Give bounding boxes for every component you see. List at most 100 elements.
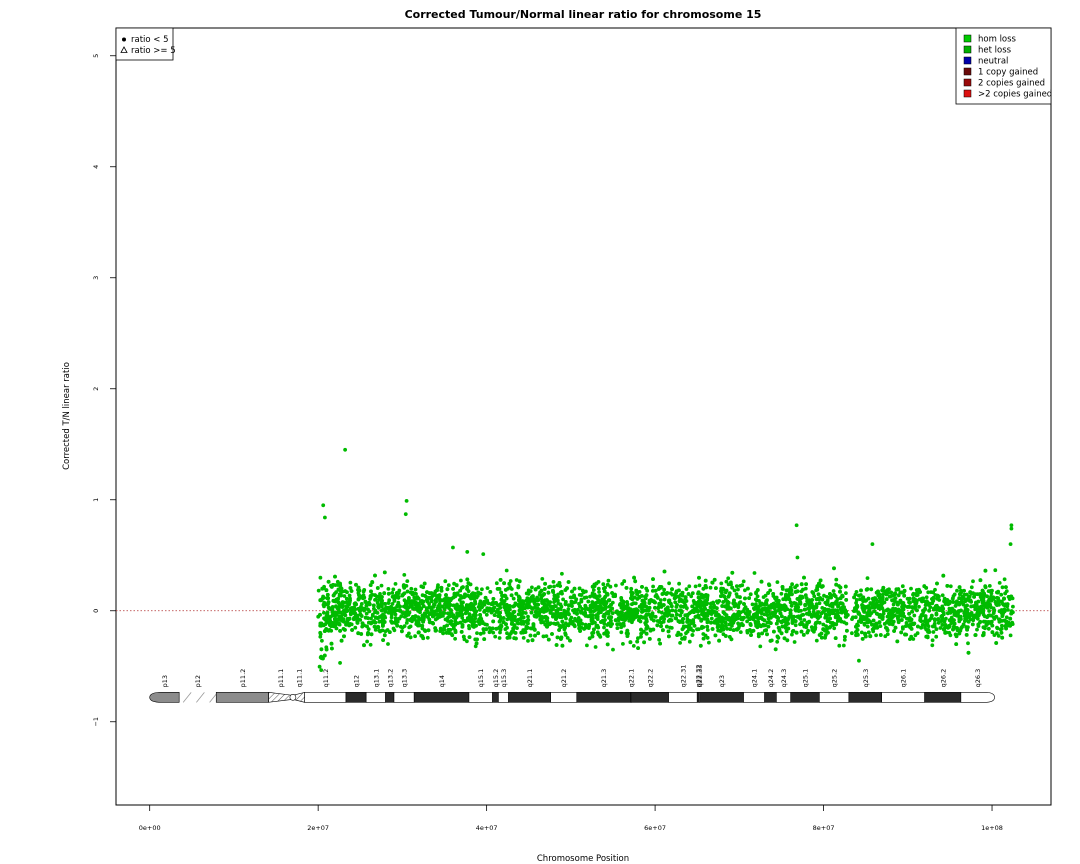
data-point xyxy=(329,583,333,588)
data-point xyxy=(834,582,839,587)
data-point xyxy=(392,597,397,602)
data-point xyxy=(647,605,652,610)
data-point xyxy=(952,621,957,626)
data-point xyxy=(894,587,899,592)
data-point xyxy=(586,599,591,604)
data-point xyxy=(405,618,410,622)
data-point xyxy=(373,593,377,597)
data-point xyxy=(334,626,339,631)
data-point xyxy=(453,636,457,641)
data-point xyxy=(860,637,865,641)
data-point xyxy=(503,594,508,599)
data-point xyxy=(814,638,819,643)
data-point xyxy=(978,592,983,597)
data-point xyxy=(994,641,999,645)
data-point xyxy=(761,623,766,628)
data-point xyxy=(793,590,798,594)
data-point xyxy=(943,623,948,627)
data-point xyxy=(775,580,780,584)
data-point xyxy=(693,584,698,589)
data-point xyxy=(866,596,871,601)
x-tick-label: 6e+07 xyxy=(644,824,666,832)
data-point xyxy=(324,647,329,652)
data-point xyxy=(538,617,543,622)
data-point xyxy=(386,642,390,646)
data-point xyxy=(703,611,708,616)
data-point xyxy=(438,626,443,631)
data-point xyxy=(502,581,506,586)
data-point xyxy=(594,615,599,620)
data-point xyxy=(478,613,482,617)
data-point xyxy=(398,624,403,629)
data-point xyxy=(338,617,342,622)
data-point xyxy=(736,616,740,621)
data-point xyxy=(918,618,923,623)
data-point xyxy=(784,629,789,634)
data-point xyxy=(491,630,496,635)
data-point xyxy=(662,597,667,602)
data-point xyxy=(634,589,639,594)
data-point xyxy=(683,613,688,618)
data-point xyxy=(560,591,564,596)
data-point xyxy=(425,635,430,640)
data-point xyxy=(360,621,365,626)
data-point xyxy=(716,628,721,633)
data-point xyxy=(742,607,747,611)
data-point xyxy=(339,638,344,643)
data-point xyxy=(642,640,646,645)
data-point xyxy=(516,612,521,617)
data-point xyxy=(552,613,556,618)
data-point xyxy=(386,591,391,596)
data-point xyxy=(479,605,484,610)
data-point xyxy=(704,593,708,597)
data-point xyxy=(706,608,711,613)
data-points xyxy=(316,447,1015,672)
data-point xyxy=(803,593,808,597)
data-point xyxy=(655,596,660,600)
data-point xyxy=(674,605,679,609)
data-point xyxy=(510,613,514,618)
data-point xyxy=(710,627,715,631)
data-point xyxy=(330,646,334,651)
data-point xyxy=(892,629,896,633)
data-point xyxy=(910,605,914,610)
data-point xyxy=(700,624,704,629)
data-point xyxy=(909,586,913,591)
data-point xyxy=(474,641,479,646)
data-point xyxy=(454,583,459,588)
data-point xyxy=(325,615,330,619)
data-point xyxy=(677,581,681,586)
data-point xyxy=(508,579,513,583)
data-point xyxy=(896,593,901,598)
data-point xyxy=(758,644,763,649)
data-point xyxy=(719,590,724,595)
data-point xyxy=(934,612,939,617)
data-point xyxy=(734,584,739,588)
data-point xyxy=(445,623,449,628)
data-point xyxy=(512,623,517,627)
data-point xyxy=(414,592,418,596)
data-point xyxy=(863,632,868,637)
data-point xyxy=(922,584,927,589)
data-point xyxy=(760,631,764,636)
data-point xyxy=(1000,635,1005,640)
data-point xyxy=(824,624,828,628)
data-point xyxy=(429,597,433,601)
data-point xyxy=(447,628,452,632)
data-point xyxy=(976,607,981,612)
data-point xyxy=(451,587,455,591)
data-point xyxy=(322,629,327,633)
data-point xyxy=(554,617,558,621)
data-point xyxy=(727,635,732,639)
data-point xyxy=(334,604,338,609)
data-point xyxy=(884,608,889,613)
data-point xyxy=(931,624,935,629)
data-point xyxy=(483,595,488,600)
data-point xyxy=(665,591,670,595)
data-point xyxy=(719,594,723,598)
data-point xyxy=(519,620,524,625)
data-point xyxy=(624,586,629,590)
data-point xyxy=(532,613,537,618)
data-point xyxy=(426,628,431,633)
data-point xyxy=(752,606,756,611)
